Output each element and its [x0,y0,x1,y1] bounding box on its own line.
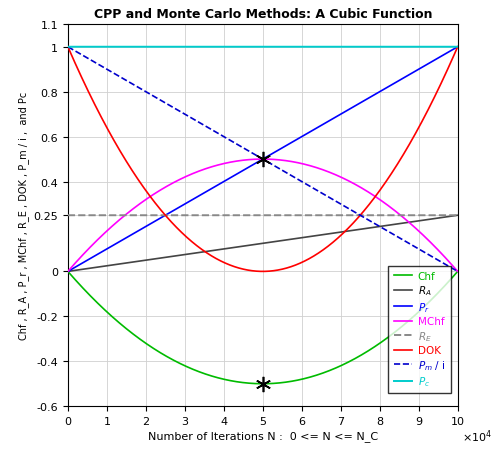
Text: $\times10^4$: $\times10^4$ [462,427,492,444]
Legend: Chf, $R_A$, $P_r$, MChf, $R_E$, DOK, $P_m$ / i, $P_c$: Chf, $R_A$, $P_r$, MChf, $R_E$, DOK, $P_… [388,266,450,394]
X-axis label: Number of Iterations N :  0 <= N <= N_C: Number of Iterations N : 0 <= N <= N_C [148,430,378,441]
Y-axis label: Chf , R_A , P_r , MChf , R_E , DOK , P_m / i ,  and Pc: Chf , R_A , P_r , MChf , R_E , DOK , P_m… [18,92,29,339]
Title: CPP and Monte Carlo Methods: A Cubic Function: CPP and Monte Carlo Methods: A Cubic Fun… [94,8,432,21]
